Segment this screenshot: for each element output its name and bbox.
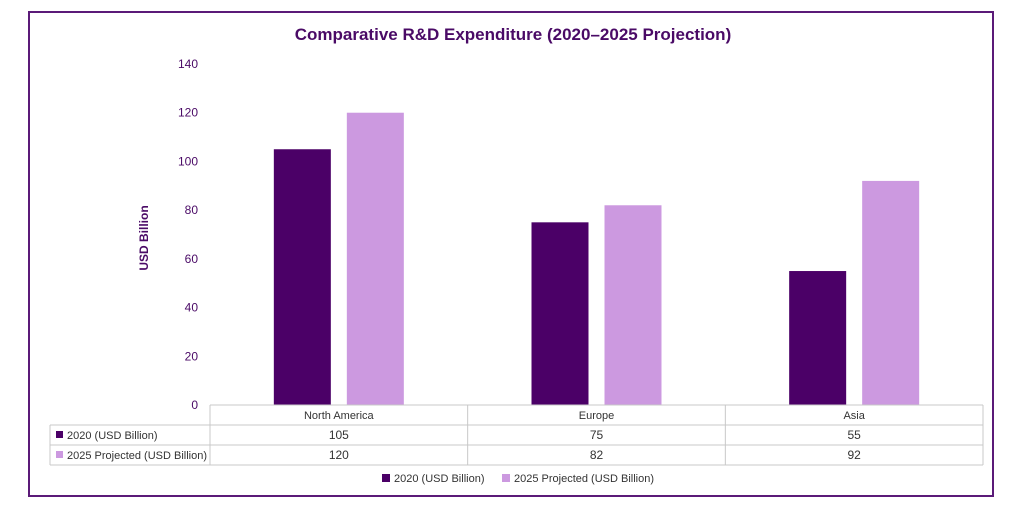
category-label: Asia [843, 410, 865, 422]
table-legend-swatch [56, 451, 63, 458]
bar-2025-asia [862, 180, 920, 405]
chart-frame: Comparative R&D Expenditure (2020–2025 P… [28, 11, 994, 497]
legend-swatch [382, 474, 390, 482]
chart-title: Comparative R&D Expenditure (2020–2025 P… [294, 25, 732, 44]
y-tick-label: 140 [178, 57, 198, 71]
y-tick-label: 40 [185, 301, 199, 315]
y-tick-label: 120 [178, 106, 198, 120]
table-legend-swatch [56, 431, 63, 438]
y-tick-label: 0 [191, 398, 198, 412]
data-table: North America Europe Asia 2020 (USD Billion… [49, 404, 984, 466]
bars-group [273, 112, 920, 405]
y-axis-label: USD Billion [137, 205, 151, 270]
legend-swatch [502, 474, 510, 482]
table-row-label: 2025 Projected (USD Billion) [67, 450, 207, 462]
legend: 2020 (USD Billion) 2025 Projected (USD Bi… [382, 473, 654, 485]
y-tick-label: 20 [185, 349, 199, 363]
chart-canvas: 0 20 40 60 80 100 120 140 North America Europe As… [49, 57, 984, 485]
bar-2025-europe [604, 205, 662, 405]
bar-2025-north-america [346, 112, 404, 405]
table-row-label: 2020 (USD Billion) [67, 430, 157, 442]
table-cell-value: 55 [847, 428, 861, 442]
y-tick-label: 100 [178, 154, 198, 168]
y-axis-ticks: 0 20 40 60 80 100 120 140 [178, 57, 198, 412]
bar-2020-asia [789, 271, 847, 405]
y-tick-label: 80 [185, 203, 199, 217]
table-cell-value: 82 [590, 448, 604, 462]
bar-2020-north-america [273, 149, 331, 405]
bar-2020-europe [531, 222, 589, 405]
legend-label: 2025 Projected (USD Billion) [514, 473, 654, 485]
category-label: Europe [579, 410, 614, 422]
table-cell-value: 120 [329, 448, 349, 462]
legend-label: 2020 (USD Billion) [394, 473, 484, 485]
category-label: North America [304, 410, 375, 422]
table-cell-value: 75 [590, 428, 604, 442]
y-tick-label: 60 [185, 252, 199, 266]
table-cell-value: 92 [847, 448, 861, 462]
table-cell-value: 105 [329, 428, 349, 442]
